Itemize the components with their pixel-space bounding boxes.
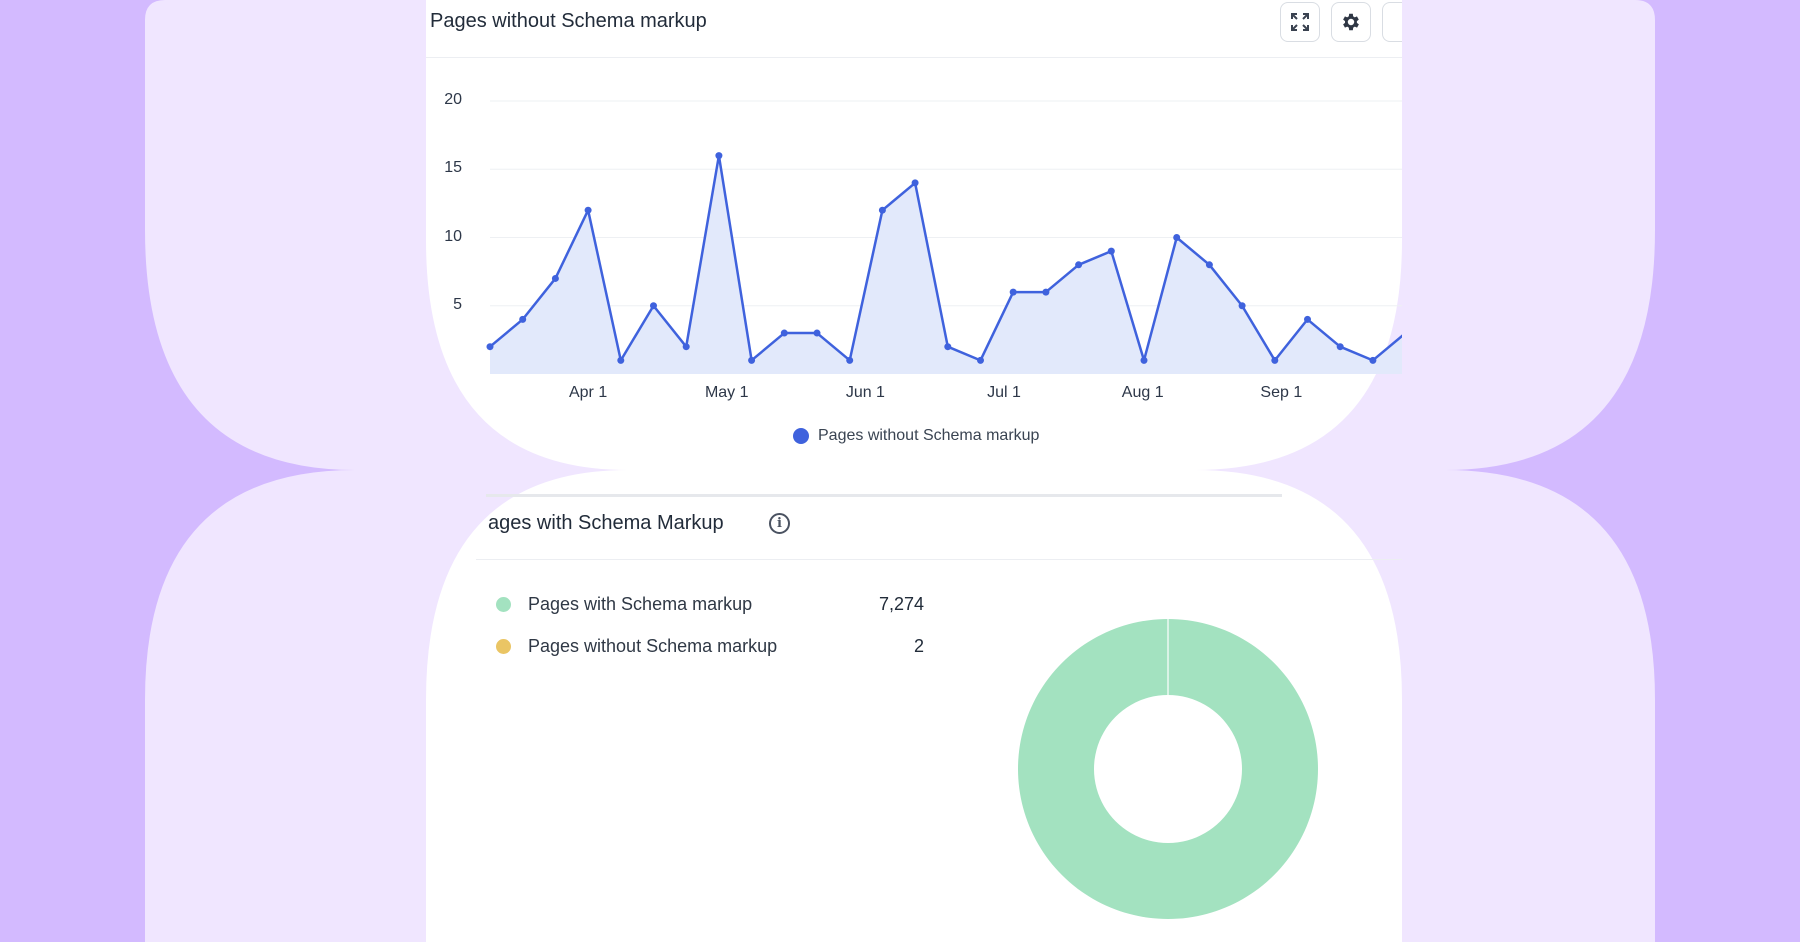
- data-point[interactable]: [780, 329, 788, 337]
- data-point[interactable]: [1205, 261, 1213, 269]
- swatch-with-schema: [496, 597, 511, 612]
- data-point[interactable]: [846, 356, 854, 364]
- fullscreen-button[interactable]: [1280, 2, 1320, 42]
- info-icon[interactable]: i: [769, 513, 790, 534]
- header-divider: [476, 559, 1402, 560]
- data-point[interactable]: [682, 343, 690, 351]
- series-area: [490, 155, 1402, 374]
- data-point[interactable]: [1271, 356, 1279, 364]
- gear-icon: [1343, 13, 1359, 31]
- data-point[interactable]: [1369, 356, 1377, 364]
- data-point[interactable]: [1238, 302, 1246, 310]
- card-divider: [486, 494, 1282, 497]
- legend-row-with-schema: Pages with Schema markup 7,274: [496, 594, 924, 615]
- x-tick-label: Aug 1: [1121, 384, 1164, 401]
- x-tick-label: Sep 1: [1260, 384, 1303, 401]
- chart-title: Pages without Schema markup: [430, 10, 707, 32]
- data-point[interactable]: [911, 179, 919, 187]
- data-point[interactable]: [617, 356, 625, 364]
- value-with-schema: 7,274: [878, 594, 924, 614]
- series-line: [489, 154, 1402, 362]
- data-point[interactable]: [650, 302, 657, 310]
- schema-breakdown-card: ages with Schema Markup i Pages with Sch…: [426, 494, 1402, 942]
- y-tick-label: 10: [444, 227, 462, 245]
- data-point[interactable]: [878, 206, 886, 214]
- x-tick-label: Jun 1: [845, 384, 885, 401]
- expand-icon: [1291, 13, 1309, 31]
- data-point[interactable]: [1336, 343, 1344, 351]
- more-button[interactable]: [1382, 2, 1402, 42]
- label-with-schema: Pages with Schema markup: [528, 594, 753, 614]
- settings-button[interactable]: [1331, 2, 1371, 42]
- y-tick-label: 15: [444, 159, 462, 177]
- data-point[interactable]: [977, 356, 984, 364]
- card-title: ages with Schema Markup: [488, 512, 724, 534]
- donut-chart: [1017, 619, 1318, 919]
- data-point[interactable]: [1075, 261, 1083, 269]
- label-without-schema: Pages without Schema markup: [528, 636, 778, 656]
- data-point[interactable]: [1140, 356, 1148, 364]
- line-chart-card: Pages without Schema markup Pages withou…: [426, 0, 1402, 470]
- data-point[interactable]: [1304, 315, 1311, 323]
- y-tick-label: 20: [444, 91, 462, 108]
- data-point[interactable]: [944, 343, 952, 351]
- value-without-schema: 2: [913, 636, 924, 656]
- data-point[interactable]: [1009, 288, 1017, 296]
- x-tick-label: Apr 1: [568, 384, 608, 401]
- donut-slice-0[interactable]: [1017, 619, 1318, 919]
- data-point[interactable]: [1107, 247, 1115, 255]
- data-point[interactable]: [486, 343, 494, 351]
- data-point[interactable]: [1173, 234, 1181, 241]
- swatch-without-schema: [496, 639, 511, 654]
- line-chart: [486, 100, 1402, 374]
- legend-label: Pages without Schema markup: [818, 427, 1040, 444]
- data-point[interactable]: [551, 274, 559, 282]
- chart-legend: Pages without Schema markup: [793, 427, 1039, 445]
- data-point[interactable]: [1042, 288, 1050, 296]
- data-point[interactable]: [715, 152, 723, 160]
- legend-row-without-schema: Pages without Schema markup 2: [496, 636, 924, 657]
- data-point[interactable]: [584, 206, 592, 214]
- y-tick-label: 5: [453, 295, 462, 313]
- data-point[interactable]: [813, 329, 821, 337]
- x-tick-label: May 1: [704, 384, 749, 401]
- x-tick-label: Jul 1: [987, 384, 1021, 401]
- legend-swatch: [793, 428, 809, 444]
- header-divider: [426, 57, 1402, 58]
- data-point[interactable]: [748, 356, 756, 364]
- data-point[interactable]: [519, 315, 527, 323]
